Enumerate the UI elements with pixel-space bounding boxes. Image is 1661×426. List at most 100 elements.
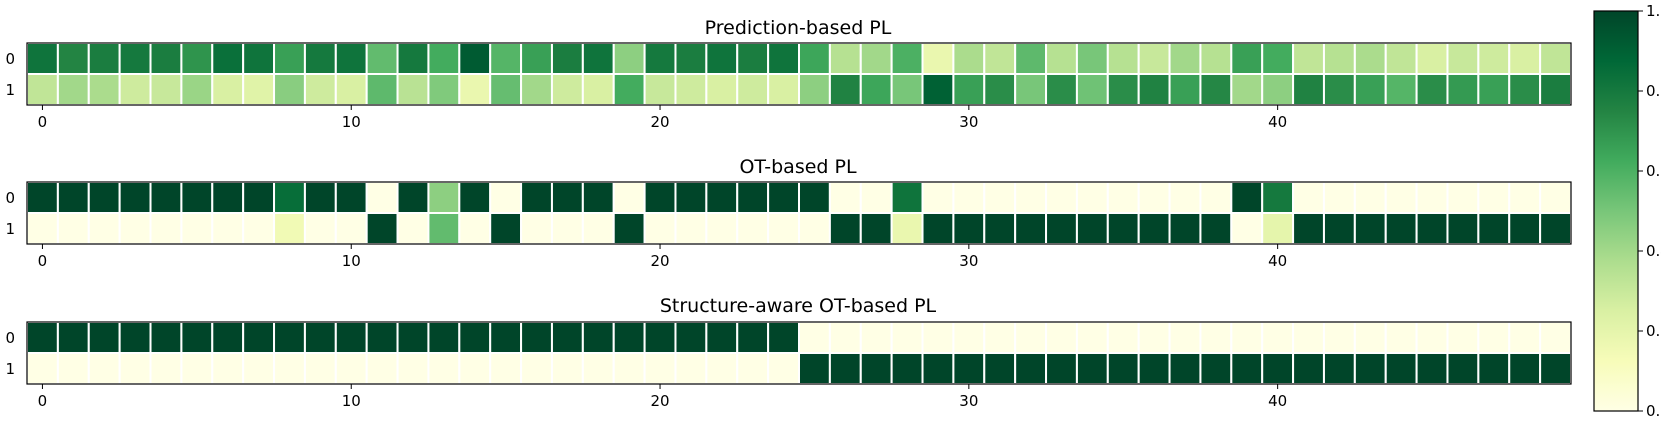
heatmap-cell: [983, 73, 1017, 106]
heatmap-cell: [828, 321, 862, 354]
heatmap-cell: [643, 181, 677, 214]
row-label-1: 1: [5, 360, 15, 378]
heatmap-cell: [1415, 352, 1449, 385]
heatmap-cell: [242, 42, 276, 75]
heatmap-cell: [859, 73, 893, 106]
heatmap-cell: [1137, 73, 1171, 106]
heatmap-cell: [1137, 42, 1171, 75]
heatmap-cell: [828, 181, 862, 214]
heatmap-cell: [643, 321, 677, 354]
heatmap-cell: [334, 352, 368, 385]
heatmap-cell: [273, 42, 306, 75]
heatmap-cell: [242, 212, 276, 245]
heatmap-cell: [303, 73, 337, 106]
heatmap-cell: [87, 212, 121, 245]
heatmap-cell: [26, 352, 59, 385]
heatmap-cell: [56, 73, 90, 106]
heatmap-cell: [1446, 321, 1480, 354]
heatmap-cell: [1137, 181, 1171, 214]
heatmap-cell: [1508, 212, 1542, 245]
heatmap-cell: [149, 321, 183, 354]
heatmap-cell: [767, 321, 800, 354]
x-tick-label: 0: [38, 252, 48, 270]
heatmap-cell: [952, 212, 986, 245]
heatmap-cell: [180, 352, 214, 385]
heatmap-cell: [952, 42, 986, 75]
heatmap-cell: [674, 181, 708, 214]
heatmap-cell: [1384, 212, 1418, 245]
heatmap-cell: [1539, 181, 1572, 214]
heatmap-cell: [365, 212, 399, 245]
heatmap-cell: [180, 212, 214, 245]
x-tick-label: 10: [342, 392, 361, 410]
heatmap-cell: [983, 352, 1017, 385]
heatmap-cell: [1446, 212, 1480, 245]
heatmap-cell: [612, 352, 646, 385]
heatmap-cell: [520, 181, 553, 214]
heatmap-cell: [767, 181, 800, 214]
heatmap-cell: [1168, 42, 1202, 75]
heatmap-cell: [1199, 73, 1233, 106]
heatmap-cell: [1075, 352, 1109, 385]
x-axis-ticks: 0 10 20 30 40: [38, 384, 1287, 410]
heatmap-cell: [1106, 181, 1140, 214]
heatmap-cell: [520, 352, 553, 385]
heatmap-cell: [427, 212, 461, 245]
heatmap-cell: [1137, 321, 1171, 354]
heatmap-cell: [1539, 42, 1572, 75]
heatmap-cell: [1230, 321, 1264, 354]
heatmap-cell: [489, 212, 523, 245]
heatmap-cell: [1106, 42, 1140, 75]
heatmap-cell: [1539, 352, 1572, 385]
heatmap-cell: [1230, 181, 1264, 214]
x-tick-label: 10: [342, 252, 361, 270]
x-tick-label: 40: [1268, 392, 1287, 410]
heatmap-cell: [303, 42, 337, 75]
heatmap-cell: [705, 352, 739, 385]
heatmap-cell: [520, 212, 553, 245]
heatmap-cell: [149, 212, 183, 245]
x-tick-label: 40: [1268, 252, 1287, 270]
heatmap-cell: [952, 321, 986, 354]
heatmap-cell: [1539, 73, 1572, 106]
x-axis-ticks: 0 10 20 30 40: [38, 244, 1287, 270]
heatmap-cell: [1353, 42, 1387, 75]
heatmap-cell: [396, 321, 430, 354]
heatmap-cell: [1168, 73, 1202, 106]
heatmap-cell: [581, 321, 615, 354]
x-tick-label: 20: [650, 113, 669, 131]
heatmap-cell: [921, 42, 955, 75]
heatmap-cell: [798, 73, 831, 106]
colorbar-tick-label: 0.0: [1646, 402, 1661, 420]
heatmap-cell: [334, 321, 368, 354]
heatmap-cell: [1292, 73, 1325, 106]
heatmap-cell: [1014, 73, 1048, 106]
heatmap-cell: [1045, 352, 1078, 385]
heatmap-cell: [1168, 212, 1202, 245]
heatmap-cell: [674, 73, 708, 106]
heatmap-cell: [767, 212, 800, 245]
heatmap-cell: [1075, 212, 1109, 245]
heatmap-cell: [890, 321, 924, 354]
heatmap-cell: [736, 73, 770, 106]
heatmap-cell: [1261, 73, 1295, 106]
heatmap-cell: [581, 352, 615, 385]
heatmap-cell: [458, 212, 492, 245]
heatmap-cell: [643, 352, 677, 385]
heatmap-cell: [828, 42, 862, 75]
heatmap-cell: [1045, 42, 1078, 75]
heatmap-cell: [983, 181, 1017, 214]
heatmap-cell: [211, 212, 245, 245]
heatmap-cell: [458, 73, 492, 106]
heatmap-cell: [736, 212, 770, 245]
heatmap-cell: [56, 212, 90, 245]
colorbar-tick-label: 0.8: [1646, 82, 1661, 100]
heatmap-cell: [983, 321, 1017, 354]
heatmap-cell: [1446, 352, 1480, 385]
heatmap-cell: [859, 352, 893, 385]
heatmap-cell: [1446, 42, 1480, 75]
heatmap-cell: [87, 73, 121, 106]
heatmap-cell: [983, 212, 1017, 245]
heatmap-cell: [1261, 42, 1295, 75]
heatmap-cell: [674, 352, 708, 385]
